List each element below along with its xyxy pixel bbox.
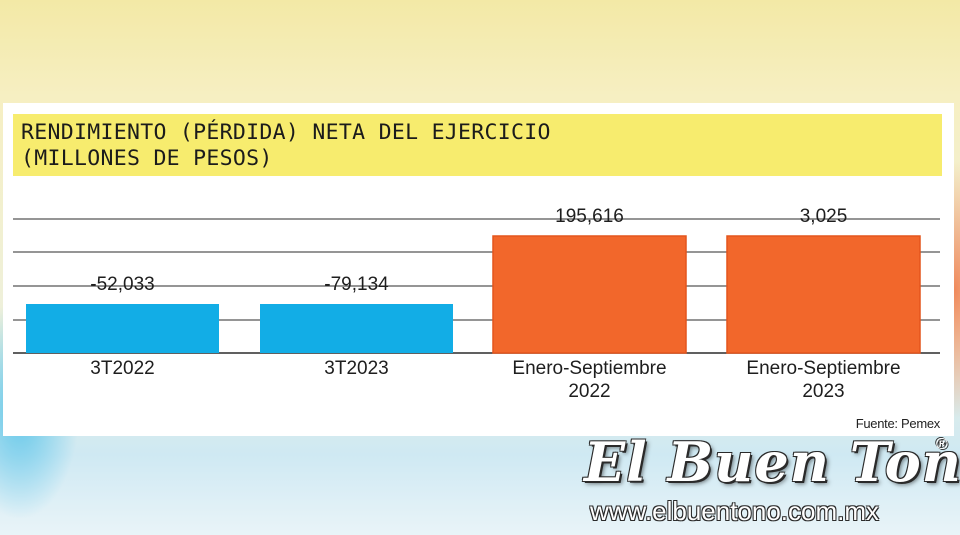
data-label: -79,134	[324, 274, 389, 295]
data-label: 3,025	[800, 206, 848, 227]
category-label: Enero-Septiembre	[512, 358, 666, 379]
registered-mark: ®	[936, 436, 948, 453]
logo-url: www.elbuentono.com.mx	[590, 496, 880, 526]
chart-title-box: RENDIMIENTO (PÉRDIDA) NETA DEL EJERCICIO…	[13, 114, 942, 176]
category-label: 2023	[802, 381, 844, 402]
source-note: Fuente: Pemex	[855, 416, 941, 431]
chart-card: RENDIMIENTO (PÉRDIDA) NETA DEL EJERCICIO…	[3, 103, 954, 436]
category-labels: 3T2022 3T2023 Enero-Septiembre2022Enero-Se…	[90, 358, 900, 402]
category-label: 3T2023	[324, 358, 388, 379]
category-label: 3T2022	[90, 358, 154, 379]
bar	[492, 235, 687, 354]
logo-name: El Buen Tono	[584, 430, 960, 494]
category-label: Enero-Septiembre	[746, 358, 900, 379]
bar	[260, 304, 453, 353]
bar-chart: -52,033 -79,134 195,616 3,025 3T2022 3T2023 E…	[13, 206, 940, 402]
data-label: -52,033	[90, 274, 154, 295]
value-labels: -52,033 -79,134 195,616 3,025	[90, 206, 847, 295]
category-label: 2022	[568, 381, 610, 402]
chart-title: RENDIMIENTO (PÉRDIDA) NETA DEL EJERCICIO…	[21, 120, 551, 171]
data-label: 195,616	[555, 206, 624, 227]
bar	[26, 304, 219, 353]
watermark-logo: El Buen Tono ® www.elbuentono.com.mx	[584, 430, 960, 530]
bar	[726, 235, 921, 354]
bars	[26, 235, 921, 354]
